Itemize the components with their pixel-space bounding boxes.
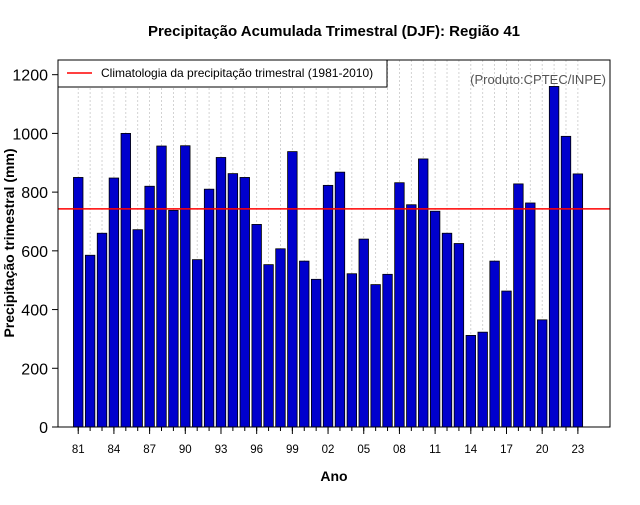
bar-2006 <box>370 284 381 428</box>
bar-1983 <box>96 232 108 428</box>
x-tick-label: 99 <box>286 444 299 456</box>
bars <box>73 86 584 428</box>
bar-2001 <box>310 278 322 428</box>
y-tick-label: 1200 <box>12 68 48 85</box>
x-axis: 81 84 87 90 93 96 99 02 05 08 11 14 17 20 23 <box>72 427 584 456</box>
bar-1994 <box>227 173 239 428</box>
legend: Climatologia da precipitação trimestral … <box>57 59 388 88</box>
bar-2011 <box>429 210 441 428</box>
x-tick-label: 05 <box>357 444 370 456</box>
bar-1991 <box>192 259 203 428</box>
x-tick-label: 14 <box>464 444 477 456</box>
bar-2023 <box>572 173 584 428</box>
bar-1982 <box>84 254 96 428</box>
bar-2015 <box>477 331 488 428</box>
x-tick-label: 96 <box>250 444 263 456</box>
legend-box <box>57 59 388 88</box>
bar-2002 <box>322 184 334 428</box>
x-tick-label: 08 <box>393 444 406 456</box>
bar-1993 <box>215 157 227 428</box>
bar-1998 <box>275 248 286 428</box>
bar-2016 <box>489 260 500 428</box>
x-tick-label: 84 <box>108 444 121 456</box>
bar-1989 <box>168 209 179 428</box>
product-credit: (Produto:CPTEC/INPE) <box>470 72 606 87</box>
bar-2018 <box>513 183 524 428</box>
x-tick-label: 20 <box>536 444 549 456</box>
legend-label: Climatologia da precipitação trimestral … <box>101 66 373 80</box>
bar-2003 <box>334 171 346 428</box>
bar-2009 <box>406 204 417 428</box>
bar-2000 <box>299 260 310 428</box>
bar-1981 <box>73 177 84 428</box>
y-tick-label: 200 <box>21 361 48 378</box>
y-tick-label: 0 <box>39 420 48 437</box>
y-tick-label: 400 <box>21 303 48 320</box>
bar-1992 <box>203 188 215 428</box>
bar-2020 <box>537 319 548 428</box>
chart-title: Precipitação Acumulada Trimestral (DJF):… <box>148 23 520 40</box>
bar-2007 <box>382 273 393 428</box>
bar-2004 <box>346 273 358 428</box>
x-tick-label: 17 <box>500 444 513 456</box>
y-axis-label: Precipitação trimestral (mm) <box>1 148 17 337</box>
bar-2022 <box>560 135 572 428</box>
bar-1985 <box>120 132 131 428</box>
bar-2010 <box>418 158 429 428</box>
x-tick-label: 87 <box>143 444 156 456</box>
x-tick-label: 02 <box>322 444 335 456</box>
bar-2019 <box>525 202 536 428</box>
y-axis: 0 200 400 600 800 1000 1200 <box>12 68 58 437</box>
bar-1996 <box>251 224 262 428</box>
bar-1995 <box>239 177 250 428</box>
bar-2008 <box>394 182 405 428</box>
bar-2013 <box>453 243 465 428</box>
bar-2017 <box>501 290 512 428</box>
y-tick-label: 600 <box>21 244 48 261</box>
x-tick-label: 90 <box>179 444 192 456</box>
y-tick-label: 1000 <box>12 126 48 143</box>
bar-2014 <box>465 334 476 428</box>
x-tick-label: 81 <box>72 444 85 456</box>
bar-1987 <box>144 185 155 428</box>
bar-1988 <box>156 145 167 428</box>
bar-1986 <box>132 229 143 428</box>
x-axis-label: Ano <box>320 468 347 484</box>
bar-1984 <box>108 177 120 428</box>
bar-2012 <box>441 232 453 428</box>
y-tick-label: 800 <box>21 185 48 202</box>
x-tick-label: 93 <box>215 444 228 456</box>
bar-1990 <box>180 145 191 428</box>
bar-2005 <box>358 238 369 428</box>
bar-2021 <box>548 86 560 428</box>
x-tick-label: 11 <box>429 444 441 456</box>
x-tick-label: 23 <box>571 444 584 456</box>
bar-1997 <box>263 264 274 428</box>
bar-1999 <box>287 151 298 428</box>
